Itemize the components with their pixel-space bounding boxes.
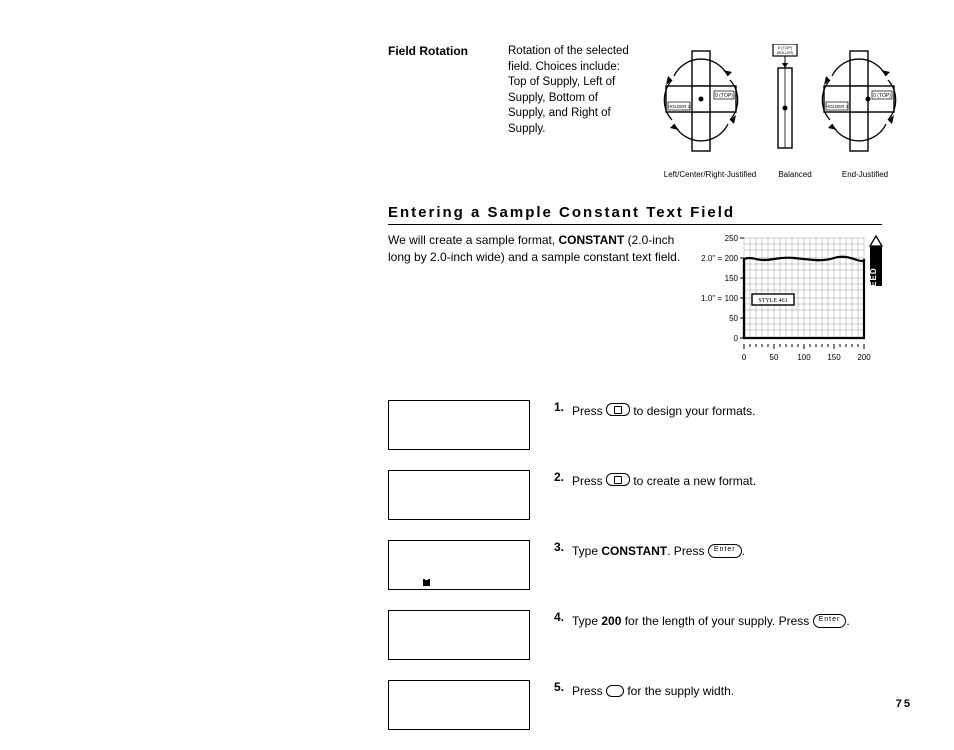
step-5: 5. Press for the supply width. — [388, 680, 888, 730]
svg-text:2.0" =: 2.0" = — [701, 254, 722, 263]
step-3: 3. Type CONSTANT. Press Enter. — [388, 540, 888, 590]
steps-list: 1. Press to design your formats. 2. Pres… — [388, 400, 888, 750]
svg-text:(ROLLER): (ROLLER) — [777, 51, 793, 55]
step-3-display — [388, 540, 530, 590]
svg-text:HOLDER 1: HOLDER 1 — [668, 104, 691, 109]
svg-text:0 (TOP): 0 (TOP) — [778, 45, 793, 50]
intro-bold: CONSTANT — [559, 233, 625, 247]
design-key-icon — [606, 403, 630, 416]
step-3-text: Type CONSTANT. Press Enter. — [572, 540, 745, 560]
svg-text:0: 0 — [742, 353, 747, 362]
diagram-captions: Left/Center/Right-Justified Balanced End… — [660, 170, 900, 179]
section-rule — [388, 224, 882, 225]
step-4: 4. Type 200 for the length of your suppl… — [388, 610, 888, 660]
caption-left: Left/Center/Right-Justified — [660, 170, 760, 179]
step-2-display — [388, 470, 530, 520]
ytick-100: 100 — [725, 294, 739, 303]
step-3-num: 3. — [554, 540, 572, 554]
new-key-icon — [606, 473, 630, 486]
step-4-text: Type 200 for the length of your supply. … — [572, 610, 850, 630]
cursor-icon — [423, 579, 430, 586]
svg-text:0 (TOP): 0 (TOP) — [873, 93, 891, 99]
intro-pre: We will create a sample format, — [388, 233, 559, 247]
page-number: 75 — [896, 698, 912, 710]
caption-center: Balanced — [760, 170, 830, 179]
step-2: 2. Press to create a new format. — [388, 470, 888, 520]
svg-text:FEED: FEED — [869, 267, 878, 292]
svg-text:150: 150 — [827, 353, 841, 362]
svg-text:50: 50 — [770, 353, 779, 362]
step-1: 1. Press to design your formats. — [388, 400, 888, 450]
step-1-text: Press to design your formats. — [572, 400, 755, 420]
width-key-icon — [606, 685, 624, 697]
svg-text:0 (TOP): 0 (TOP) — [715, 93, 733, 99]
step-1-num: 1. — [554, 400, 572, 414]
field-rotation-label: Field Rotation — [388, 44, 498, 137]
step-4-display — [388, 610, 530, 660]
svg-text:STYLE 461: STYLE 461 — [758, 298, 787, 304]
document-page: Field Rotation Rotation of the selected … — [0, 0, 954, 738]
step-2-num: 2. — [554, 470, 572, 484]
enter-key-icon: Enter — [708, 544, 742, 558]
ytick-150: 150 — [725, 274, 739, 283]
rotation-diagrams: 0 (TOP) HOLDER 1 0 (TOP) (ROLLER) — [660, 44, 900, 174]
field-rotation-description: Rotation of the selected field. Choices … — [508, 44, 638, 137]
section-intro: We will create a sample format, CONSTANT… — [388, 232, 688, 266]
step-4-num: 4. — [554, 610, 572, 624]
grid-chart: 250 200 150 100 50 0 2.0" = 1.0" = — [694, 232, 884, 392]
step-5-display — [388, 680, 530, 730]
ytick-0: 0 — [734, 334, 739, 343]
step-1-display — [388, 400, 530, 450]
enter-key-icon: Enter — [813, 614, 847, 628]
ytick-200: 200 — [725, 254, 739, 263]
svg-text:HOLDER 1: HOLDER 1 — [826, 104, 849, 109]
step-2-text: Press to create a new format. — [572, 470, 756, 490]
step-5-num: 5. — [554, 680, 572, 694]
ytick-50: 50 — [729, 314, 738, 323]
svg-text:100: 100 — [797, 353, 811, 362]
caption-right: End-Justified — [830, 170, 900, 179]
svg-text:200: 200 — [857, 353, 871, 362]
section-heading: Entering a Sample Constant Text Field — [388, 204, 888, 221]
ytick-250: 250 — [725, 234, 739, 243]
step-5-text: Press for the supply width. — [572, 680, 734, 700]
svg-text:1.0" =: 1.0" = — [701, 294, 722, 303]
